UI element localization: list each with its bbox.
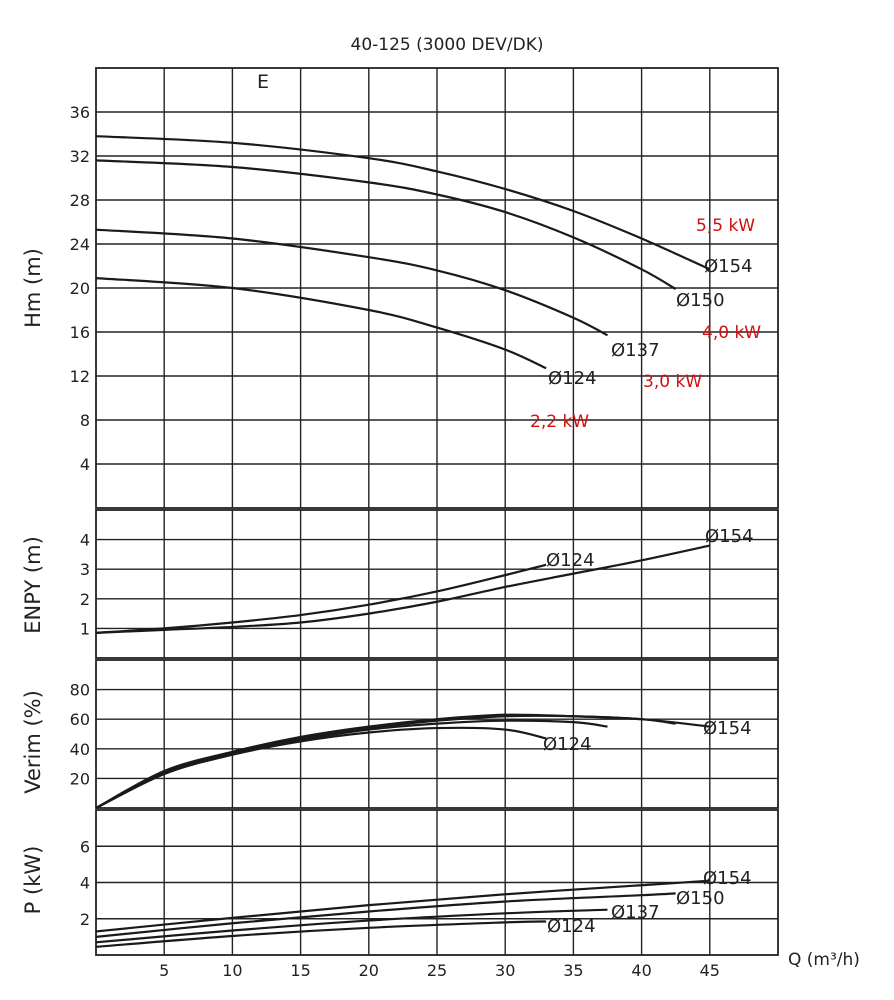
y-tick-label: 12 bbox=[70, 367, 90, 386]
panel-frame bbox=[95, 809, 779, 956]
curve-npsh-d124 bbox=[95, 563, 547, 634]
x-tick-label: 40 bbox=[631, 961, 651, 980]
y-tick-label: 20 bbox=[70, 769, 90, 788]
curve-power-d137 bbox=[95, 908, 608, 944]
chart-title: 40-125 (3000 DEV/DK) bbox=[351, 35, 544, 55]
y-axis-label: ENPY (m) bbox=[21, 536, 45, 634]
x-tick-label: 35 bbox=[563, 961, 583, 980]
curve-head-d137 bbox=[95, 228, 609, 337]
motor-power-label: 4,0 kW bbox=[702, 323, 761, 343]
curve-power-d124 bbox=[95, 920, 547, 948]
curve-power-d154 bbox=[95, 879, 710, 933]
y-tick-label: 32 bbox=[70, 147, 90, 166]
curve-power-d150 bbox=[95, 892, 676, 938]
y-tick-label: 16 bbox=[70, 323, 90, 342]
y-tick-label: 24 bbox=[70, 235, 90, 254]
y-tick-label: 2 bbox=[80, 590, 90, 609]
y-tick-label: 36 bbox=[70, 103, 90, 122]
panel-head: 4 8 12 16 20 24 28 32 36 Hm (m) Ø154 Ø150 Ø137 Ø124 5,… bbox=[21, 67, 779, 509]
curve-head-d150 bbox=[95, 159, 677, 291]
curve-efficiency-d150 bbox=[95, 714, 676, 809]
curve-label-d124: Ø124 bbox=[548, 368, 597, 389]
y-tick-label: 3 bbox=[80, 560, 90, 579]
panel-frame bbox=[95, 509, 779, 659]
curve-label-d154: Ø154 bbox=[705, 526, 754, 547]
x-tick-label: 20 bbox=[359, 961, 379, 980]
panel-frame bbox=[95, 67, 779, 509]
y-tick-label: 80 bbox=[70, 681, 90, 700]
y-tick-label: 40 bbox=[70, 740, 90, 759]
curve-label-d154: Ø154 bbox=[703, 868, 752, 889]
curve-label-d150: Ø150 bbox=[676, 888, 725, 909]
y-tick-label: 2 bbox=[80, 910, 90, 929]
x-axis-label: Q (m³/h) bbox=[788, 950, 860, 970]
annotation-e: E bbox=[257, 71, 269, 93]
x-tick-label: 45 bbox=[700, 961, 720, 980]
y-axis-label: Hm (m) bbox=[21, 248, 45, 328]
y-tick-label: 60 bbox=[70, 710, 90, 729]
curve-label-d137: Ø137 bbox=[611, 902, 660, 923]
curve-label-d150: Ø150 bbox=[676, 290, 725, 311]
y-tick-label: 20 bbox=[70, 279, 90, 298]
curve-head-d154 bbox=[95, 135, 711, 271]
panel-npsh: 1 2 3 4 ENPY (m) Ø154 Ø124 bbox=[21, 509, 779, 659]
curve-npsh-d154 bbox=[95, 544, 711, 634]
panel-frame bbox=[95, 659, 779, 809]
curve-label-d154: Ø154 bbox=[704, 256, 753, 277]
curve-head-d124 bbox=[95, 277, 547, 370]
x-tick-label: 5 bbox=[159, 961, 169, 980]
y-axis-label: Verim (%) bbox=[21, 690, 45, 794]
curve-label-d124: Ø124 bbox=[547, 916, 596, 937]
x-tick-label: 30 bbox=[495, 961, 515, 980]
motor-power-label: 2,2 kW bbox=[530, 412, 589, 432]
x-tick-label: 10 bbox=[222, 961, 242, 980]
motor-power-label: 5,5 kW bbox=[696, 216, 755, 236]
x-tick-label: 25 bbox=[427, 961, 447, 980]
y-tick-label: 6 bbox=[80, 837, 90, 856]
panel-efficiency: 20 40 60 80 Verim (%) Ø154 Ø124 bbox=[21, 659, 779, 809]
motor-power-label: 3,0 kW bbox=[643, 372, 702, 392]
curve-label-d124: Ø124 bbox=[543, 734, 592, 755]
y-tick-label: 4 bbox=[80, 455, 90, 474]
curve-label-d154: Ø154 bbox=[703, 718, 752, 739]
x-tick-label: 15 bbox=[290, 961, 310, 980]
y-tick-label: 1 bbox=[80, 619, 90, 638]
curve-label-d124: Ø124 bbox=[546, 550, 595, 571]
curve-label-d137: Ø137 bbox=[611, 340, 660, 361]
y-tick-label: 4 bbox=[80, 874, 90, 893]
y-tick-label: 4 bbox=[80, 531, 90, 550]
curve-efficiency-d124 bbox=[95, 726, 547, 809]
x-tick-labels: 5 10 15 20 25 30 35 40 45 bbox=[159, 961, 720, 980]
y-tick-label: 8 bbox=[80, 411, 90, 430]
y-axis-label: P (kW) bbox=[21, 846, 45, 915]
y-tick-label: 28 bbox=[70, 191, 90, 210]
